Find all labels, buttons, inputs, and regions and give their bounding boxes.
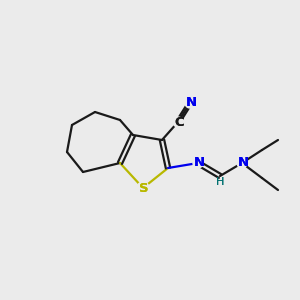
Text: N: N xyxy=(185,95,197,109)
Text: N: N xyxy=(194,155,205,169)
Text: H: H xyxy=(216,177,224,187)
Text: C: C xyxy=(174,116,184,130)
Text: N: N xyxy=(237,155,249,169)
Text: N: N xyxy=(237,155,249,169)
Text: S: S xyxy=(139,182,149,194)
Text: H: H xyxy=(216,177,224,187)
Circle shape xyxy=(193,158,203,168)
Circle shape xyxy=(173,117,183,127)
Text: C: C xyxy=(174,116,184,130)
Circle shape xyxy=(237,158,247,168)
Text: S: S xyxy=(139,182,149,194)
Circle shape xyxy=(137,182,149,194)
Text: N: N xyxy=(185,95,197,109)
Circle shape xyxy=(185,98,195,108)
Text: N: N xyxy=(194,155,205,169)
